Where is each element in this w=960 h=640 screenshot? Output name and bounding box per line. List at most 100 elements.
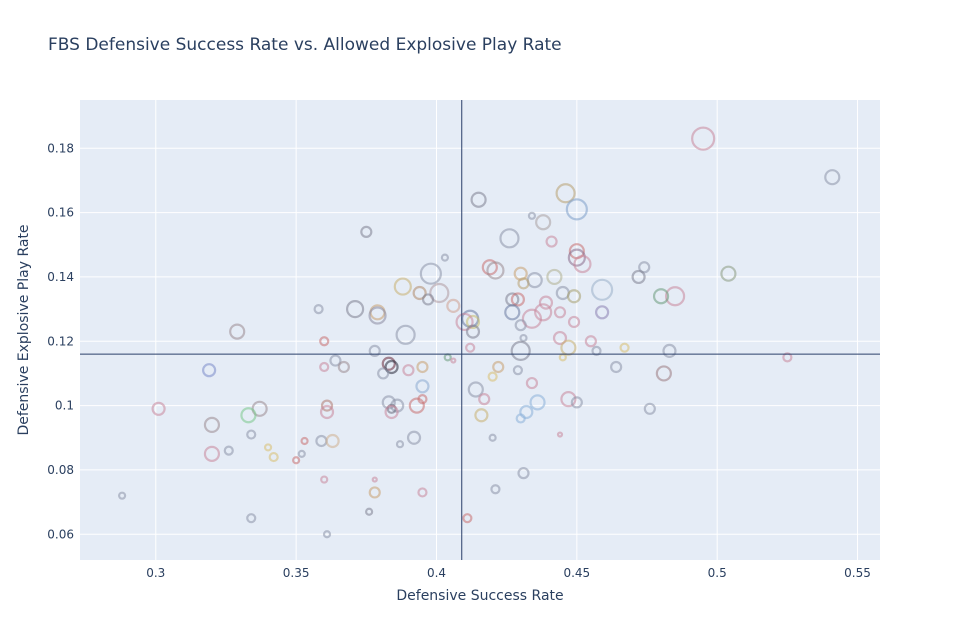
data-point (545, 235, 558, 248)
data-point (322, 530, 332, 539)
data-point (203, 445, 221, 462)
data-point (567, 315, 581, 329)
data-point (538, 295, 554, 310)
data-point (440, 253, 450, 262)
data-point (450, 357, 457, 364)
data-point (591, 345, 602, 357)
x-tick-label: 0.55 (844, 566, 871, 580)
grid-lines (80, 100, 880, 560)
data-point (203, 416, 221, 433)
data-point (402, 364, 415, 377)
data-point (320, 399, 334, 412)
data-point (584, 335, 597, 348)
data-point (573, 254, 592, 274)
data-point (465, 324, 481, 339)
data-point (525, 376, 539, 390)
data-point (371, 476, 378, 483)
data-point (487, 371, 498, 382)
x-axis-title: Defensive Success Rate (396, 588, 563, 604)
data-point (300, 436, 309, 446)
y-tick-labels: 0.06 0.08 0.1 0.12 0.14 0.16 0.18 (47, 141, 74, 541)
data-point (368, 306, 387, 325)
data-point (395, 324, 416, 345)
data-point (720, 265, 737, 282)
y-axis-title: Defensive Explosive Play Rate (16, 224, 32, 435)
y-tick-label: 0.14 (47, 270, 74, 284)
data-point (297, 449, 306, 458)
data-point (474, 408, 489, 423)
data-point (517, 467, 530, 480)
data-point (652, 288, 670, 305)
data-point (417, 487, 428, 498)
data-point (510, 340, 531, 362)
data-point (292, 456, 301, 465)
data-point (519, 404, 534, 420)
data-point (429, 282, 450, 304)
data-point (824, 169, 841, 186)
data-point (553, 306, 567, 319)
data-point (515, 413, 526, 424)
data-point (268, 451, 279, 463)
data-point (246, 513, 257, 524)
data-point (534, 303, 553, 322)
y-tick-label: 0.16 (47, 206, 74, 220)
data-point (419, 262, 442, 285)
data-point (465, 342, 476, 353)
data-point (381, 356, 396, 371)
data-point (535, 214, 552, 231)
data-point (510, 292, 525, 307)
data-point (560, 391, 577, 408)
data-point (478, 393, 491, 406)
data-point (570, 396, 583, 409)
data-point (325, 433, 340, 449)
data-point (529, 394, 546, 411)
data-point (395, 440, 405, 449)
data-point (319, 336, 330, 347)
data-point (567, 248, 586, 267)
x-tick-label: 0.3 (146, 566, 165, 580)
data-point (381, 395, 396, 410)
data-point (118, 491, 127, 500)
data-point (416, 360, 429, 374)
plot-area (80, 100, 880, 560)
data-point (329, 354, 342, 367)
data-point (610, 360, 623, 374)
data-point (319, 361, 330, 373)
data-point (462, 513, 473, 524)
data-point (320, 475, 329, 484)
data-point (465, 314, 481, 330)
data-point (631, 269, 646, 285)
data-point (521, 308, 543, 329)
data-point (782, 352, 793, 363)
data-point (566, 289, 582, 304)
data-point (412, 285, 427, 301)
data-point (360, 225, 373, 238)
data-point (467, 381, 484, 398)
data-point (514, 319, 527, 332)
data-point (512, 365, 523, 376)
data-point (591, 278, 614, 301)
data-point (492, 360, 505, 374)
data-point (664, 286, 686, 307)
data-point (368, 344, 381, 358)
data-point (446, 298, 461, 313)
data-point (365, 507, 374, 516)
x-tick-label: 0.35 (283, 566, 310, 580)
data-point (638, 261, 651, 274)
data-point (263, 443, 273, 452)
y-tick-label: 0.1 (55, 399, 74, 413)
data-point (555, 183, 576, 204)
y-tick-label: 0.06 (47, 527, 74, 541)
data-point (490, 484, 501, 495)
data-point (377, 367, 390, 380)
data-point (223, 445, 234, 456)
data-point (619, 342, 630, 353)
data-point (337, 360, 350, 374)
data-point (565, 198, 588, 221)
chart-title: FBS Defensive Success Rate vs. Allowed E… (48, 35, 562, 55)
data-point (151, 401, 166, 416)
data-point (486, 261, 505, 280)
y-tick-label: 0.12 (47, 334, 74, 348)
data-point (527, 211, 537, 220)
